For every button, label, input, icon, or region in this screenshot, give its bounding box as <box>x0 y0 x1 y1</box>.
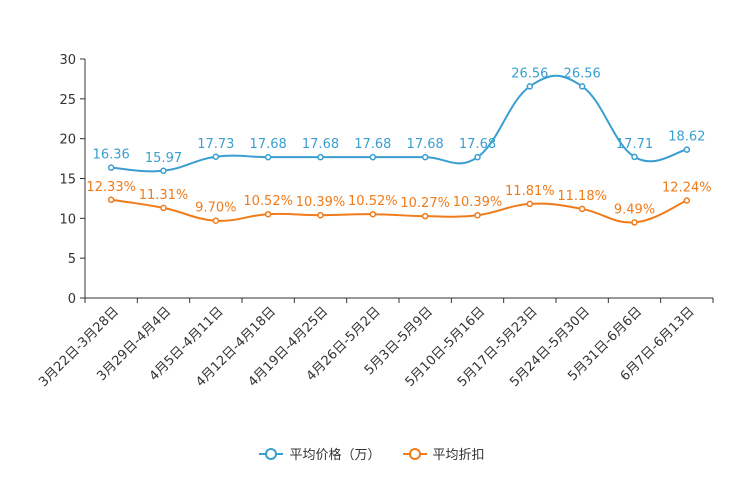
data-label: 10.52% <box>348 194 398 209</box>
y-tick-label: 30 <box>59 53 76 68</box>
data-label: 15.97 <box>145 151 182 166</box>
axes: 0510152025303月22日-3月28日3月29日-4月4日4月5日-4月… <box>36 53 714 390</box>
series-discount: 12.33%11.31%9.70% 10.52% 10.39% 10.52% 10.27… <box>86 180 712 226</box>
data-point[interactable] <box>369 153 377 161</box>
y-tick-label: 20 <box>59 133 76 148</box>
data-label: 9.49% <box>614 202 655 217</box>
data-point[interactable] <box>631 219 638 226</box>
data-label: 10.39% <box>453 195 503 210</box>
data-label: 17.68 <box>407 137 444 152</box>
data-label: 17.68 <box>250 137 287 152</box>
legend-price-marker-icon <box>259 447 284 461</box>
data-point[interactable] <box>474 211 481 219</box>
data-label: 26.56 <box>564 66 601 81</box>
legend-item-discount[interactable]: 平均折扣 <box>402 444 485 463</box>
data-point[interactable] <box>421 153 429 161</box>
data-label: 10.39% <box>296 195 346 210</box>
data-point[interactable] <box>212 217 220 224</box>
data-label: 10.52% <box>243 194 293 209</box>
series-price: 16.36 15.97 17.73 17.68 17.68 17.68 17.68 17.68… <box>93 66 705 175</box>
data-point[interactable] <box>317 153 324 161</box>
data-point[interactable] <box>683 146 691 153</box>
data-label: 12.24% <box>662 180 712 195</box>
data-point[interactable] <box>526 83 534 90</box>
y-tick-label: 0 <box>68 292 76 307</box>
data-point[interactable] <box>421 212 429 220</box>
legend-discount-marker-icon <box>402 447 427 461</box>
data-label: 17.73 <box>197 137 234 152</box>
data-label: 12.33% <box>86 180 136 195</box>
data-label: 26.56 <box>511 66 548 81</box>
data-label: 9.70% <box>195 201 236 216</box>
legend-item-price[interactable]: 平均价格（万） <box>259 444 381 463</box>
data-label: 18.62 <box>668 130 705 145</box>
data-label: 11.18% <box>557 189 607 204</box>
data-point[interactable] <box>578 205 586 213</box>
data-point[interactable] <box>317 211 324 219</box>
data-label: 10.27% <box>400 196 450 211</box>
y-tick-label: 15 <box>59 173 76 188</box>
data-point[interactable] <box>160 167 167 175</box>
data-point[interactable] <box>107 164 115 171</box>
data-point[interactable] <box>369 210 377 218</box>
data-label: 11.31% <box>139 188 189 203</box>
legend-price-label: 平均价格（万） <box>289 448 381 463</box>
data-label: 17.68 <box>354 137 391 152</box>
data-label: 16.36 <box>93 148 130 163</box>
data-point[interactable] <box>526 200 534 208</box>
data-point[interactable] <box>474 153 481 161</box>
series-group: 16.36 15.97 17.73 17.68 17.68 17.68 17.68 17.68… <box>86 66 712 226</box>
data-point[interactable] <box>212 153 220 161</box>
series-line <box>111 74 688 173</box>
series-line <box>111 198 688 224</box>
data-point[interactable] <box>683 197 691 204</box>
data-label: 17.71 <box>616 137 653 152</box>
y-tick-label: 10 <box>59 212 76 227</box>
data-label: 17.68 <box>302 137 339 152</box>
legend: 平均价格（万） 平均折扣 <box>0 444 744 463</box>
data-point[interactable] <box>107 196 115 204</box>
legend-discount-label: 平均折扣 <box>432 448 485 463</box>
data-label: 11.81% <box>505 184 555 199</box>
data-point[interactable] <box>264 153 272 161</box>
y-tick-label: 25 <box>59 93 76 108</box>
data-point[interactable] <box>264 210 272 218</box>
y-tick-label: 5 <box>68 252 76 267</box>
line-chart: 0510152025303月22日-3月28日3月29日-4月4日4月5日-4月… <box>36 53 714 390</box>
data-point[interactable] <box>160 204 167 212</box>
data-point[interactable] <box>578 83 586 90</box>
data-point[interactable] <box>631 153 638 161</box>
data-label: 17.68 <box>459 137 496 152</box>
